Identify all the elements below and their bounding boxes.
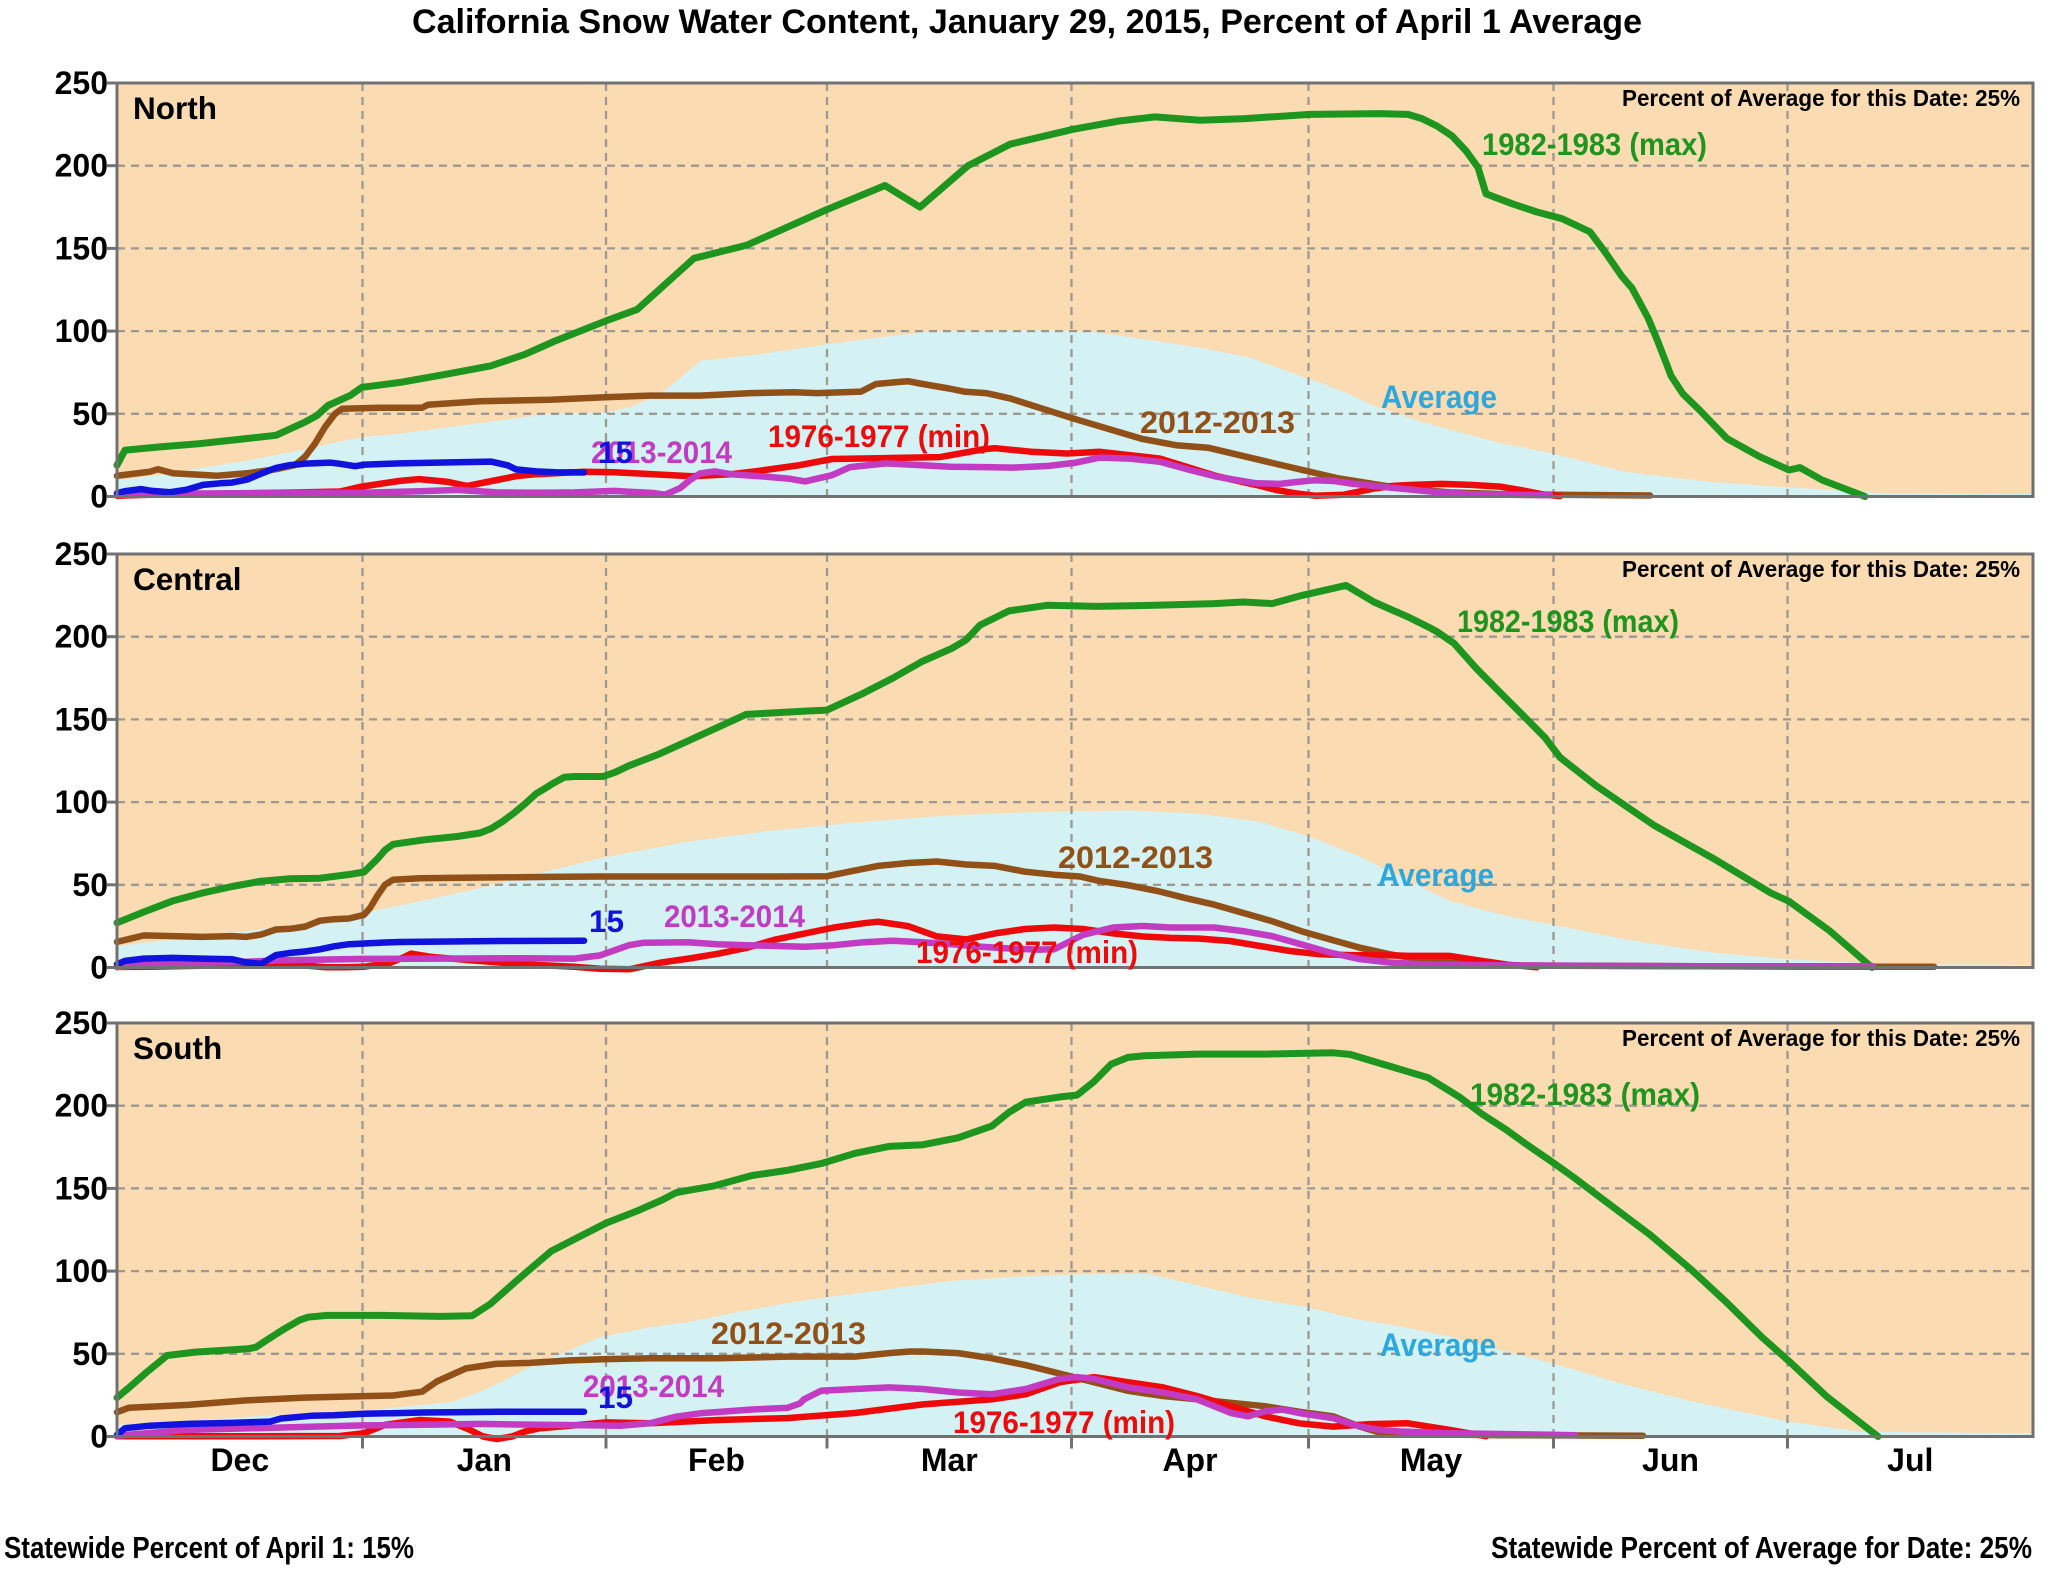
svg-text:2013-2014: 2013-2014 xyxy=(591,434,732,470)
svg-text:250: 250 xyxy=(55,1005,108,1041)
svg-text:150: 150 xyxy=(55,701,108,737)
svg-text:Percent of Average for this Da: Percent of Average for this Date: 25% xyxy=(1622,85,2020,111)
svg-text:Percent of Average for this Da: Percent of Average for this Date: 25% xyxy=(1622,556,2020,582)
svg-text:2012-2013: 2012-2013 xyxy=(1140,404,1295,440)
svg-text:100: 100 xyxy=(55,1253,108,1289)
svg-text:15: 15 xyxy=(598,1379,633,1415)
svg-text:Percent of Average for this Da: Percent of Average for this Date: 25% xyxy=(1622,1025,2020,1051)
svg-text:May: May xyxy=(1400,1442,1462,1478)
svg-text:South: South xyxy=(133,1030,222,1066)
svg-text:0: 0 xyxy=(90,1419,108,1455)
svg-text:200: 200 xyxy=(55,148,108,184)
svg-text:15: 15 xyxy=(589,903,624,939)
svg-text:50: 50 xyxy=(72,1336,108,1372)
svg-text:1982-1983 (max): 1982-1983 (max) xyxy=(1470,1076,1700,1112)
svg-text:150: 150 xyxy=(55,1170,108,1206)
svg-text:15: 15 xyxy=(598,434,633,470)
svg-text:250: 250 xyxy=(55,536,108,572)
svg-text:Feb: Feb xyxy=(688,1442,745,1478)
svg-text:1982-1983 (max): 1982-1983 (max) xyxy=(1482,126,1707,162)
svg-text:Statewide Percent of April 1:: Statewide Percent of April 1: 15% xyxy=(4,1530,414,1565)
svg-text:200: 200 xyxy=(55,1088,108,1124)
svg-text:Mar: Mar xyxy=(921,1442,978,1478)
svg-text:Dec: Dec xyxy=(210,1442,269,1478)
svg-text:Apr: Apr xyxy=(1162,1442,1217,1478)
svg-text:0: 0 xyxy=(90,479,108,515)
svg-text:50: 50 xyxy=(72,396,108,432)
svg-text:1976-1977 (min): 1976-1977 (min) xyxy=(953,1404,1175,1440)
svg-text:Jan: Jan xyxy=(457,1442,512,1478)
svg-text:0: 0 xyxy=(90,950,108,986)
svg-text:2012-2013: 2012-2013 xyxy=(711,1315,866,1351)
svg-text:2013-2014: 2013-2014 xyxy=(583,1368,724,1404)
svg-text:100: 100 xyxy=(55,313,108,349)
svg-text:North: North xyxy=(133,90,217,126)
svg-text:200: 200 xyxy=(55,619,108,655)
svg-text:1976-1977 (min): 1976-1977 (min) xyxy=(916,934,1138,970)
svg-text:Central: Central xyxy=(133,561,242,597)
svg-text:Average: Average xyxy=(1381,379,1497,415)
svg-text:150: 150 xyxy=(55,230,108,266)
svg-text:Statewide Percent of Average f: Statewide Percent of Average for Date: 2… xyxy=(1491,1530,2032,1565)
svg-text:100: 100 xyxy=(55,784,108,820)
svg-text:2013-2014: 2013-2014 xyxy=(664,898,805,934)
svg-text:California Snow Water Content,: California Snow Water Content, January 2… xyxy=(412,3,1642,41)
svg-text:Jul: Jul xyxy=(1887,1442,1933,1478)
svg-text:2012-2013: 2012-2013 xyxy=(1058,839,1213,875)
svg-text:Average: Average xyxy=(1380,1327,1496,1363)
svg-text:250: 250 xyxy=(55,65,108,101)
svg-text:50: 50 xyxy=(72,867,108,903)
svg-text:Jun: Jun xyxy=(1642,1442,1699,1478)
svg-text:1976-1977 (min): 1976-1977 (min) xyxy=(768,418,990,454)
svg-text:Average: Average xyxy=(1378,857,1494,893)
svg-text:1982-1983 (max): 1982-1983 (max) xyxy=(1457,603,1679,639)
